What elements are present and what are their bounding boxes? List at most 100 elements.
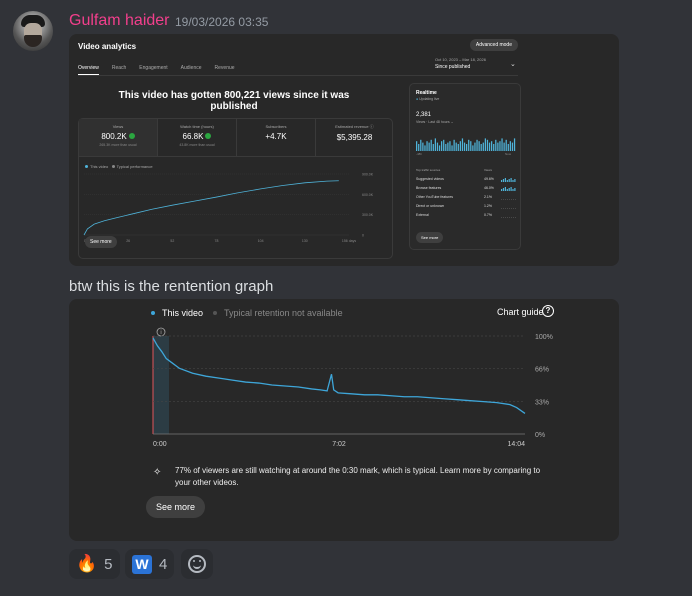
metric-value: 66.8K [182,132,204,141]
x-tick-label: 0:00 [153,441,167,448]
realtime-bar [434,138,436,151]
views-header: Views [484,168,492,172]
metric-views: Views 800.2K 265.3K more than usual [79,119,158,157]
y-tick-label: 0 [362,234,364,238]
source-pct: 0.7% [484,213,492,217]
metric-label: Estimated revenue [335,124,369,129]
retention-screenshot[interactable]: This video Typical retention not availab… [69,299,619,541]
traffic-source-row: Other YouTube features 2.1% [416,195,516,202]
realtime-bar [418,144,420,151]
realtime-bar [468,139,470,151]
source-pct: 1.2% [484,204,492,208]
intro-highlight [153,336,169,434]
realtime-panel: Realtime ● Updating live 2,381 Views · L… [409,83,521,250]
analytics-tabs: Overview Reach Engagement Audience Reven… [78,65,248,75]
source-name: Suggested videos [416,177,444,181]
y-tick-label: 66% [535,367,549,374]
realtime-bar [422,142,424,151]
y-tick-label: 900.0K [362,173,374,177]
chevron-down-icon: ⌄ [510,61,516,68]
realtime-bar [445,144,447,151]
sparkline-bar [512,180,514,182]
metric-subscribers: Subscribers +4.7K [237,119,316,157]
realtime-bar [426,141,428,151]
realtime-bar [474,142,476,151]
reaction-w[interactable]: W 4 [125,549,175,579]
realtime-bar [501,138,503,151]
metric-sub: 265.3K more than usual [99,143,137,147]
realtime-bar [420,139,422,151]
source-pct: 46.0% [484,186,494,190]
realtime-bar [438,145,441,151]
realtime-bar [505,139,507,151]
legend-text: This video [162,308,204,318]
add-reaction-button[interactable] [181,549,213,579]
w-letter-icon: W [132,554,152,574]
tab-audience: Audience [180,65,202,71]
author-avatar[interactable] [13,11,53,51]
realtime-bar [476,139,478,151]
help-icon: ? [542,305,554,317]
metric-label: Watch time (hours) [180,124,214,129]
legend-dot [151,310,155,315]
sparkle-icon: ✧ [153,467,162,478]
realtime-bar [416,141,418,151]
realtime-bar [480,144,482,151]
metric-value: $5,395.28 [336,133,373,142]
views-label-text: Views · Last 48 hours [416,120,450,124]
tabs-divider [78,75,518,76]
retention-see-more-button: See more [146,496,206,518]
realtime-bar-chart [416,138,516,151]
fire-icon: 🔥 [76,554,98,573]
x-tick-label: 52 [170,239,174,243]
traffic-source-row: Direct or unknown 1.2% [416,204,516,211]
realtime-bar [463,142,466,151]
metric-sub: 43.8K more than usual [179,143,215,147]
retention-insight: 77% of viewers are still watching at aro… [175,466,541,487]
metric-label: Views [112,124,124,129]
analytics-title: Video analytics [78,42,137,51]
realtime-bar [453,139,455,151]
realtime-bar [509,141,511,151]
sparkline-bar [501,180,503,182]
message-text: btw this is the rentention graph [69,278,274,295]
sparkline-bar [514,188,516,191]
traffic-source-row: External 0.7% [416,213,516,220]
sources-header: Top traffic sources [416,168,441,172]
realtime-bar [482,142,484,151]
date-preset: Since published [435,64,471,70]
realtime-bar [432,144,434,151]
up-arrow-icon [205,132,212,139]
realtime-bar [491,141,493,151]
metric-value: 800.2K [101,132,127,141]
analytics-screenshot[interactable]: Video analytics Advanced mode Overview R… [69,34,619,266]
realtime-bar [449,141,451,151]
realtime-views-label: Views · Last 48 hours ⌄ [416,120,454,124]
sparkline-bar [512,189,514,191]
up-arrow-icon [128,132,135,139]
source-name: External [416,213,429,217]
realtime-bar [513,138,516,151]
realtime-bar [428,142,430,151]
realtime-bar [424,145,426,151]
traffic-source-row: Suggested videos 49.6% [416,177,516,184]
tab-overview: Overview [78,65,99,75]
y-tick-label: 300.0K [362,213,374,217]
legend-text: Typical retention not available [224,308,343,318]
source-sparkline [501,178,516,182]
realtime-status: ● Updating live [416,97,440,101]
y-tick-label: 600.0K [362,193,374,197]
reaction-fire[interactable]: 🔥 5 [69,549,120,579]
realtime-bar [499,141,501,151]
legend-dot [85,165,88,168]
realtime-bar [443,139,445,151]
x-tick-label: 156 days [342,239,356,243]
tab-revenue: Revenue [214,65,235,71]
author-name[interactable]: Gulfam haider [69,12,170,29]
sparkline-bar [504,187,506,191]
realtime-views: 2,381 [416,112,432,118]
realtime-status-text: Updating live [419,97,440,101]
legend-this-video: This video [90,164,109,169]
chart-guide-link: Chart guide [497,307,544,317]
retention-line-chart: i 100% 66% 33% 0% 0:00 7:02 14:04 [152,327,553,448]
